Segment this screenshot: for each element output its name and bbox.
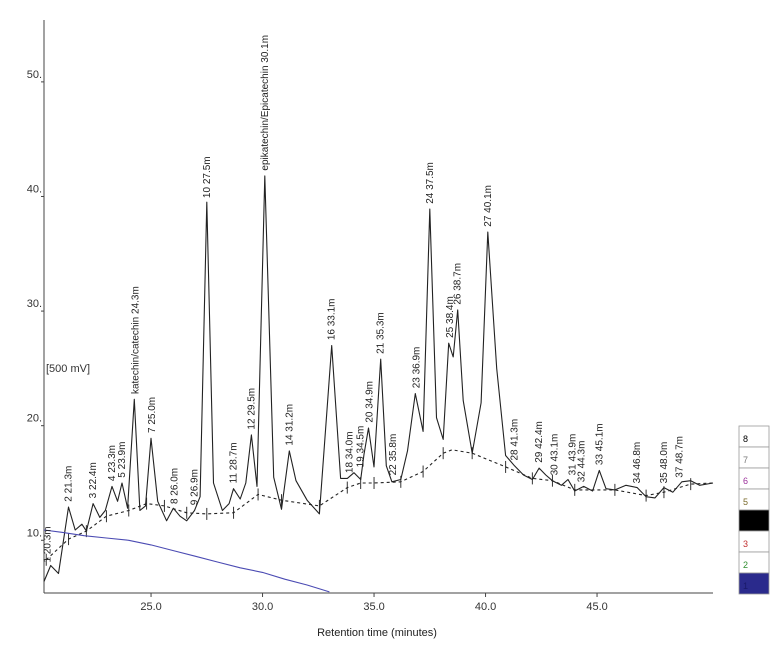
peak-label: 4 23.3m xyxy=(107,445,118,481)
y-tick-label: 10. xyxy=(27,527,42,539)
peak-label: 16 33.1m xyxy=(327,298,338,340)
peak-label: 2 21.3m xyxy=(64,466,75,502)
series-line-3 xyxy=(43,529,330,593)
x-tick-label: 30.0 xyxy=(252,601,273,613)
x-tick-label: 35.0 xyxy=(363,601,384,613)
legend-label: 4 xyxy=(743,518,748,528)
x-tick-label: 40.0 xyxy=(475,601,496,613)
peak-label: 18 34.0m xyxy=(345,431,356,473)
y-tick-label: 20. xyxy=(27,413,42,425)
peak-label: 26 38.7m xyxy=(453,263,464,305)
peak-label: 20 34.9m xyxy=(365,381,376,423)
peak-label: 10 27.5m xyxy=(202,156,213,198)
legend-label: 5 xyxy=(743,497,748,507)
peak-label: 1 20.3m xyxy=(42,526,53,562)
peak-label: 7 25.0m xyxy=(147,397,158,433)
axes: 25.0 30.0 35.0 40.0 45.0 10. 20. 30. 40. 50. xyxy=(27,20,713,613)
peak-label: 35 48.0m xyxy=(659,442,670,484)
series-line-1 xyxy=(43,175,714,582)
y-tick-label: 40. xyxy=(27,183,42,195)
peak-label: katechin/catechin 24.3m xyxy=(130,286,141,394)
peak-label: 5 23.9m xyxy=(117,442,128,478)
peak-label: 12 29.5m xyxy=(246,388,257,430)
peak-label: 11 28.7m xyxy=(229,442,240,483)
legend-label: 2 xyxy=(743,560,748,570)
peak-label: 33 45.1m xyxy=(594,423,605,465)
peak-label: 29 42.4m xyxy=(534,421,545,463)
legend-label: 8 xyxy=(743,434,748,444)
y-axis-unit-label: [500 mV] xyxy=(46,363,90,375)
peak-labels: 1 20.3m 2 21.3m 3 22.4m 4 23.3m 5 23.9m katec… xyxy=(42,35,685,563)
peak-label: 3 22.4m xyxy=(88,462,99,498)
peak-label: 22 35.8m xyxy=(388,434,399,476)
x-tick-label: 45.0 xyxy=(586,601,607,613)
x-axis-title: Retention time (minutes) xyxy=(317,627,437,639)
legend-label: 1 xyxy=(743,581,748,591)
legend-label: 7 xyxy=(743,455,748,465)
peak-label: 21 35.3m xyxy=(376,312,387,354)
legend: 8 7 6 5 4 3 2 1 xyxy=(738,425,770,595)
x-tick-label: 25.0 xyxy=(140,601,161,613)
peak-label: 23 36.9m xyxy=(411,347,422,389)
series-line-2 xyxy=(45,449,714,561)
peak-label: 31 43.9m xyxy=(568,434,579,476)
y-tick-label: 50. xyxy=(27,69,42,81)
peak-label: 25 38.4m xyxy=(445,296,456,338)
series-layer xyxy=(43,175,714,593)
peak-label: 28 41.3m xyxy=(510,419,521,461)
peak-label: 14 31.2m xyxy=(284,404,295,446)
y-tick-label: 30. xyxy=(27,298,42,310)
peak-label: 27 40.1m xyxy=(483,185,494,227)
peak-label: 19 34.5m xyxy=(356,426,367,468)
legend-label: 3 xyxy=(743,539,748,549)
peak-label: 30 43.1m xyxy=(550,434,561,476)
peak-label: 9 26.9m xyxy=(190,469,201,505)
peak-label: 37 48.7m xyxy=(675,436,686,478)
peak-label: 32 44.3m xyxy=(576,441,587,483)
peak-label: 34 46.8m xyxy=(632,442,643,484)
peak-label: 24 37.5m xyxy=(425,162,436,204)
legend-swatch xyxy=(738,572,770,595)
legend-label: 6 xyxy=(743,476,748,486)
peak-label: 8 26.0m xyxy=(169,468,180,504)
peak-label: epikatechin/Epicatechin 30.1m xyxy=(260,35,271,171)
